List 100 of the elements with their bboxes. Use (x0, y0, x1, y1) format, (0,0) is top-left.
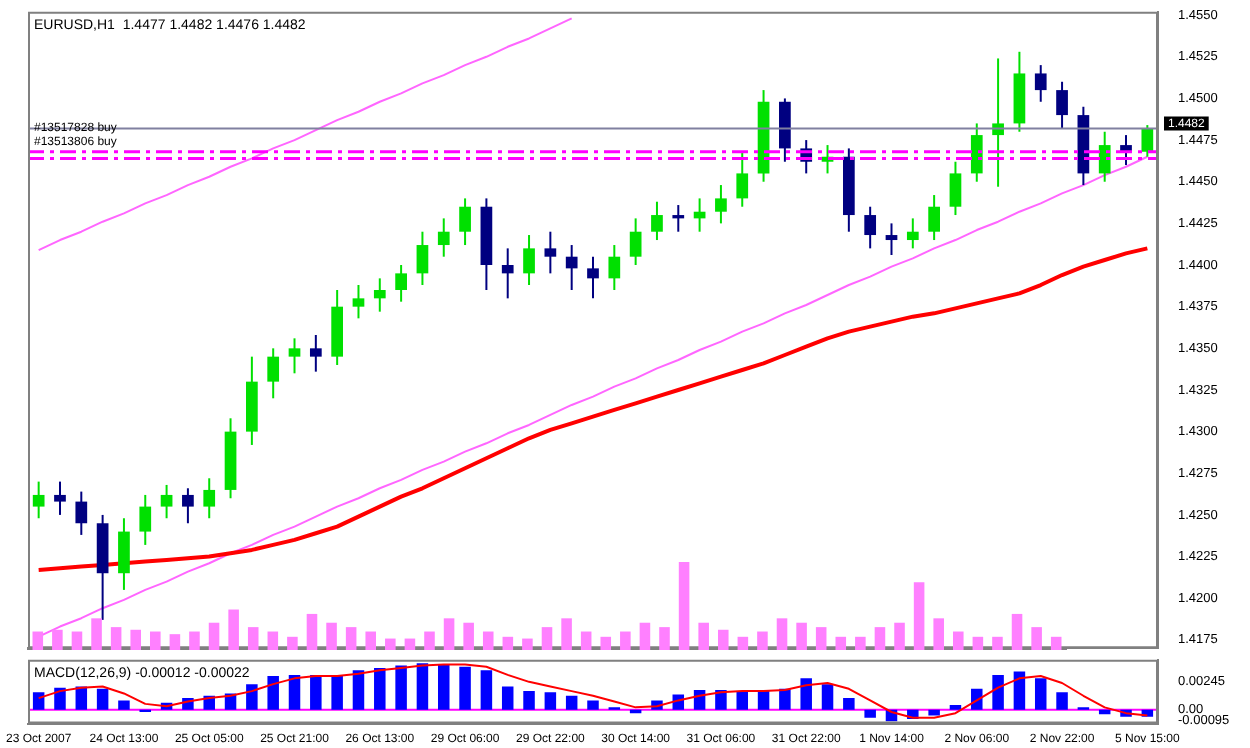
bar (247, 627, 259, 650)
bar (757, 691, 770, 710)
bar (32, 631, 44, 650)
bar (1034, 678, 1047, 710)
candlestick (288, 337, 301, 375)
bar (639, 622, 651, 650)
candlestick (267, 347, 280, 400)
bar (541, 627, 553, 650)
bar (288, 674, 301, 710)
bar (110, 627, 122, 650)
candlestick (459, 197, 471, 247)
candlestick (352, 284, 365, 320)
bar (502, 636, 514, 650)
bar (992, 636, 1003, 650)
candlestick (779, 97, 791, 163)
bar (438, 664, 450, 710)
bar (1056, 692, 1068, 710)
bar (953, 631, 964, 650)
bar (864, 709, 876, 718)
bar (352, 670, 365, 710)
bar (463, 622, 474, 650)
bar (736, 691, 748, 710)
bar (874, 627, 886, 650)
bar (659, 627, 670, 650)
candlestick (885, 222, 898, 257)
candlestick (437, 217, 450, 258)
bar (1013, 671, 1026, 710)
candlestick (629, 217, 642, 267)
bar (385, 638, 396, 650)
bar (565, 695, 578, 710)
bar (228, 609, 239, 650)
bar (972, 636, 984, 650)
bar (587, 700, 599, 710)
candlestick (736, 150, 749, 208)
candlestick (395, 264, 407, 303)
bar (1011, 613, 1023, 650)
candlestick (949, 160, 962, 217)
candlestick (587, 255, 599, 300)
bar (267, 676, 279, 710)
bar (678, 562, 690, 650)
bar (501, 686, 514, 710)
bar (894, 622, 905, 650)
bar (600, 636, 612, 650)
bar (855, 636, 866, 650)
bar (835, 636, 847, 650)
bar (118, 700, 130, 710)
bar (933, 618, 944, 650)
candlestick (544, 230, 557, 275)
bar (365, 631, 377, 650)
candlestick (864, 205, 877, 250)
bar (32, 692, 45, 710)
candlestick (203, 477, 216, 520)
bar (800, 678, 812, 710)
bar (821, 684, 834, 710)
bar (459, 666, 471, 710)
bar (130, 629, 142, 650)
candlestick (523, 234, 535, 287)
bar (737, 636, 749, 650)
bar (482, 631, 494, 650)
candlestick (1141, 124, 1154, 158)
candlestick (309, 334, 322, 373)
bar (843, 698, 855, 710)
candlestick (75, 490, 88, 536)
bar (52, 629, 63, 650)
candlestick (1098, 130, 1111, 183)
candlestick (373, 277, 386, 313)
candlestick (416, 230, 429, 287)
bar (522, 638, 533, 650)
candlestick (651, 200, 663, 242)
bar (404, 638, 416, 650)
candlestick (1056, 80, 1068, 130)
bar (169, 634, 181, 650)
bar (544, 692, 557, 710)
bar (620, 631, 631, 650)
candlestick (32, 480, 45, 520)
bar (779, 688, 791, 710)
candlestick (182, 487, 194, 525)
bar (757, 631, 768, 650)
bar (1050, 636, 1062, 650)
bar (717, 629, 729, 650)
candlestick (906, 217, 919, 250)
candlestick (118, 517, 130, 591)
candlestick (501, 247, 514, 300)
bar (331, 676, 343, 710)
bar (374, 667, 386, 710)
bar (416, 663, 429, 710)
bar (928, 709, 940, 716)
bar (424, 631, 435, 650)
bar (698, 622, 709, 650)
bar (75, 686, 88, 710)
bar (443, 618, 455, 650)
candlestick (928, 194, 940, 242)
bar (91, 618, 102, 650)
bar (208, 622, 220, 650)
candlestick (139, 493, 152, 546)
candlestick (715, 184, 727, 225)
bar (150, 631, 161, 650)
bar (815, 627, 827, 650)
bar (246, 684, 258, 710)
bar (580, 631, 592, 650)
